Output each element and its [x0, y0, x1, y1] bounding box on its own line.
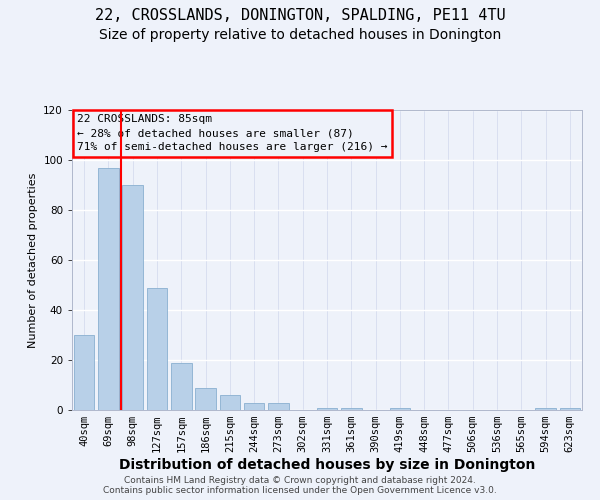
Bar — [317, 408, 337, 410]
Bar — [146, 288, 167, 410]
Y-axis label: Number of detached properties: Number of detached properties — [28, 172, 38, 348]
Text: 22 CROSSLANDS: 85sqm
← 28% of detached houses are smaller (87)
71% of semi-detac: 22 CROSSLANDS: 85sqm ← 28% of detached h… — [77, 114, 388, 152]
Bar — [560, 408, 580, 410]
Bar — [244, 402, 265, 410]
Bar — [535, 408, 556, 410]
Bar — [74, 335, 94, 410]
Bar — [268, 402, 289, 410]
Bar — [122, 185, 143, 410]
Text: Distribution of detached houses by size in Donington: Distribution of detached houses by size … — [119, 458, 535, 471]
Bar — [195, 388, 216, 410]
Bar — [341, 408, 362, 410]
Bar — [98, 168, 119, 410]
Text: Size of property relative to detached houses in Donington: Size of property relative to detached ho… — [99, 28, 501, 42]
Bar — [171, 362, 191, 410]
Text: 22, CROSSLANDS, DONINGTON, SPALDING, PE11 4TU: 22, CROSSLANDS, DONINGTON, SPALDING, PE1… — [95, 8, 505, 22]
Text: Contains HM Land Registry data © Crown copyright and database right 2024.
Contai: Contains HM Land Registry data © Crown c… — [103, 476, 497, 495]
Bar — [220, 395, 240, 410]
Bar — [389, 408, 410, 410]
